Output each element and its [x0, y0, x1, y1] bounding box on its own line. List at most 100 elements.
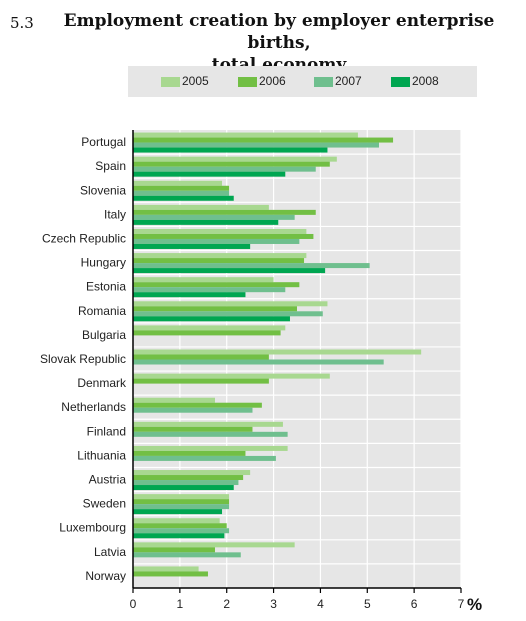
chart-title-line-1: Employment creation by employer enterpri… [63, 11, 495, 53]
category-label: Romania [78, 304, 126, 318]
bar-slovenia-2007 [133, 190, 230, 196]
bar-portugal-2005 [133, 132, 358, 138]
bar-denmark-2006 [133, 378, 269, 384]
category-label: Slovak Republic [40, 352, 126, 366]
chart-legend: 2005 2006 2007 2008 [128, 66, 477, 97]
bar-hungary-2005 [133, 253, 307, 259]
category-label: Austria [89, 473, 127, 487]
legend-swatch-2007 [314, 77, 333, 87]
bar-spain-2008 [133, 171, 286, 177]
x-axis-unit-label: % [467, 595, 482, 614]
bar-czech-republic-2006 [133, 233, 314, 239]
bar-austria-2007 [133, 480, 239, 486]
category-label: Spain [95, 159, 126, 173]
legend-swatch-2008 [391, 77, 410, 87]
category-label: Italy [104, 207, 126, 221]
bar-austria-2005 [133, 470, 251, 476]
bar-hungary-2006 [133, 258, 305, 264]
bar-netherlands-2007 [133, 407, 253, 413]
bar-italy-2006 [133, 209, 316, 215]
bar-czech-republic-2005 [133, 228, 307, 234]
chart-number: 5.3 [10, 14, 34, 32]
bar-slovak-republic-2007 [133, 359, 384, 365]
legend-label-2008: 2008 [412, 74, 439, 88]
category-label: Czech Republic [42, 231, 126, 245]
category-label: Norway [85, 569, 126, 583]
bar-lithuania-2005 [133, 445, 288, 451]
bar-spain-2006 [133, 161, 330, 167]
bar-luxembourg-2006 [133, 523, 227, 529]
bar-latvia-2005 [133, 542, 295, 548]
bar-norway-2006 [133, 571, 208, 577]
bar-netherlands-2005 [133, 397, 215, 403]
bar-spain-2005 [133, 156, 337, 162]
bar-italy-2005 [133, 204, 269, 210]
legend-swatch-2005 [161, 77, 180, 87]
category-label: Netherlands [61, 400, 126, 414]
bar-luxembourg-2008 [133, 533, 225, 539]
bar-finland-2007 [133, 431, 288, 437]
x-tick-label: 5 [364, 597, 371, 611]
bar-czech-republic-2008 [133, 243, 251, 249]
bar-austria-2008 [133, 485, 234, 491]
bar-estonia-2006 [133, 282, 300, 288]
x-tick-label: 1 [177, 597, 184, 611]
legend-label-2005: 2005 [182, 74, 209, 88]
category-label: Estonia [86, 280, 126, 294]
bar-luxembourg-2007 [133, 528, 230, 534]
bar-romania-2006 [133, 306, 297, 312]
bar-portugal-2008 [133, 147, 328, 153]
bar-lithuania-2007 [133, 455, 276, 461]
bar-estonia-2005 [133, 277, 274, 283]
bar-slovenia-2006 [133, 185, 230, 191]
category-label: Slovenia [80, 183, 126, 197]
bar-portugal-2006 [133, 137, 394, 143]
bar-slovak-republic-2005 [133, 349, 422, 355]
bar-lithuania-2006 [133, 450, 246, 456]
category-label: Portugal [81, 135, 126, 149]
bar-netherlands-2006 [133, 402, 262, 408]
bar-slovenia-2005 [133, 180, 223, 186]
category-label: Bulgaria [82, 328, 126, 342]
bar-norway-2005 [133, 566, 199, 572]
x-tick-label: 4 [317, 597, 324, 611]
bar-bulgaria-2006 [133, 330, 281, 336]
bar-slovak-republic-2006 [133, 354, 269, 360]
bar-austria-2006 [133, 475, 244, 481]
category-label: Denmark [77, 376, 127, 390]
bar-romania-2007 [133, 311, 323, 317]
bar-latvia-2006 [133, 547, 215, 553]
bar-portugal-2007 [133, 142, 379, 148]
bar-denmark-2005 [133, 373, 330, 379]
category-label: Lithuania [77, 448, 126, 462]
bar-hungary-2007 [133, 263, 370, 269]
bar-estonia-2008 [133, 292, 246, 298]
x-tick-label: 2 [223, 597, 230, 611]
bar-spain-2007 [133, 166, 316, 172]
category-label: Hungary [81, 256, 126, 270]
x-tick-label: 0 [130, 597, 137, 611]
x-tick-label: 6 [411, 597, 418, 611]
bar-bulgaria-2005 [133, 325, 286, 331]
bar-estonia-2007 [133, 287, 286, 293]
bar-latvia-2007 [133, 552, 241, 558]
bar-sweden-2006 [133, 499, 230, 505]
bar-slovenia-2008 [133, 195, 234, 201]
bar-sweden-2008 [133, 509, 223, 515]
bar-romania-2008 [133, 316, 290, 322]
legend-swatch-2006 [238, 77, 257, 87]
bar-finland-2006 [133, 426, 253, 432]
x-tick-label: 7 [458, 597, 465, 611]
bar-sweden-2005 [133, 494, 230, 500]
bar-finland-2005 [133, 421, 283, 427]
category-label: Luxembourg [59, 521, 126, 535]
category-label: Finland [87, 424, 126, 438]
bar-italy-2007 [133, 214, 295, 220]
bar-hungary-2008 [133, 268, 326, 274]
legend-label-2007: 2007 [335, 74, 362, 88]
bar-sweden-2007 [133, 504, 230, 510]
category-label: Latvia [94, 545, 126, 559]
bar-romania-2005 [133, 301, 328, 307]
bar-czech-republic-2007 [133, 238, 300, 244]
